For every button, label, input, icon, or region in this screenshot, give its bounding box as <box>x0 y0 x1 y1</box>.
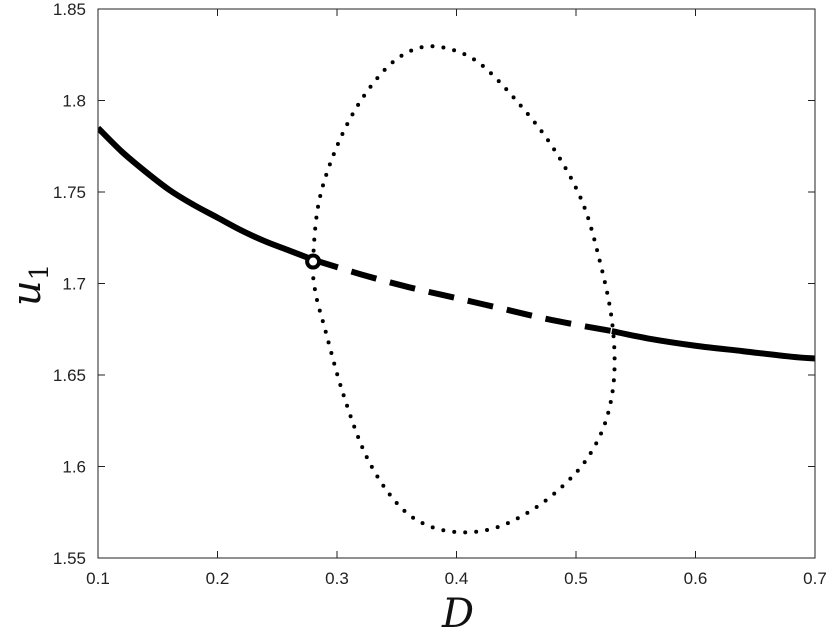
markers-layer <box>305 253 322 270</box>
y-axis-label: u1 <box>4 264 55 306</box>
y-axis-label-main: u <box>4 280 50 306</box>
ticks-layer: 0.1 0.2 0.3 0.4 0.5 0.6 0.7 1.55 1.6 1.65 1.7 1.75 1… <box>53 0 827 588</box>
bifurcation-point-marker <box>305 253 322 270</box>
series-layer <box>98 44 815 535</box>
series-dotted-3 <box>310 44 617 535</box>
x-tick-label: 0.3 <box>325 569 349 588</box>
y-tick-label: 1.85 <box>53 0 86 19</box>
x-tick-label: 0.5 <box>564 569 588 588</box>
x-tick-label: 0.4 <box>445 569 469 588</box>
x-tick-label: 0.2 <box>206 569 230 588</box>
x-axis-label: D <box>441 591 474 635</box>
svg-text:u1: u1 <box>4 264 55 306</box>
y-tick-label: 1.6 <box>62 458 86 477</box>
y-tick-label: 1.75 <box>53 183 86 202</box>
plot-area <box>98 9 815 558</box>
series-dashed-1 <box>312 256 613 335</box>
y-tick-label: 1.7 <box>62 275 86 294</box>
x-tick-label: 0.7 <box>803 569 827 588</box>
y-tick-label: 1.55 <box>53 549 86 568</box>
series-solid-0 <box>98 125 315 263</box>
x-tick-label: 0.1 <box>86 569 110 588</box>
y-tick-label: 1.65 <box>53 366 86 385</box>
x-tick-label: 0.6 <box>684 569 708 588</box>
series-solid-2 <box>611 328 815 362</box>
y-axis-label-subscript: 1 <box>25 264 55 281</box>
y-tick-label: 1.8 <box>62 92 86 111</box>
